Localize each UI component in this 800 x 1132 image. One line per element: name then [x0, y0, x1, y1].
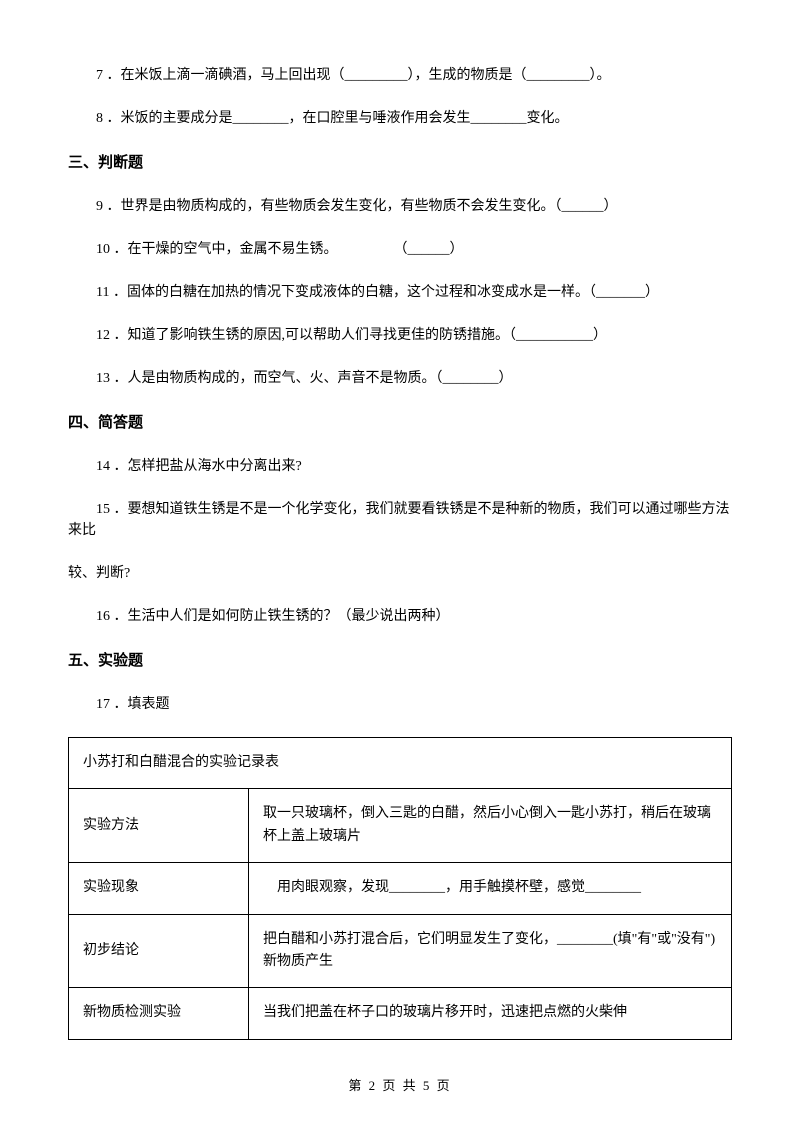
section-4-header: 四、简答题 [68, 411, 732, 432]
row-label-method: 实验方法 [69, 789, 249, 863]
table-row: 实验现象 用肉眼观察，发现________，用手触摸杯壁，感觉________ [69, 863, 732, 914]
question-7: 7 ．在米饭上滴一滴碘酒，马上回出现（_________），生成的物质是（___… [68, 65, 732, 86]
row-content-conclusion: 把白醋和小苏打混合后，它们明显发生了变化，________(填"有"或"没有")… [249, 914, 732, 988]
row-label-conclusion: 初步结论 [69, 914, 249, 988]
table-row: 新物质检测实验 当我们把盖在杯子口的玻璃片移开时，迅速把点燃的火柴伸 [69, 988, 732, 1039]
section-5-header: 五、实验题 [68, 649, 732, 670]
question-8: 8 ．米饭的主要成分是________，在口腔里与唾液作用会发生________… [68, 108, 732, 129]
question-9: 9 ．世界是由物质构成的，有些物质会发生变化，有些物质不会发生变化。（_____… [68, 196, 732, 217]
question-12: 12 ．知道了影响铁生锈的原因,可以帮助人们寻找更佳的防锈措施。（_______… [68, 325, 732, 346]
table-title: 小苏打和白醋混合的实验记录表 [69, 738, 732, 789]
page-footer: 第 2 页 共 5 页 [0, 1075, 800, 1094]
table-row: 初步结论 把白醋和小苏打混合后，它们明显发生了变化，________(填"有"或… [69, 914, 732, 988]
experiment-table: 小苏打和白醋混合的实验记录表 实验方法 取一只玻璃杯，倒入三匙的白醋，然后小心倒… [68, 737, 732, 1040]
section-3-header: 三、判断题 [68, 151, 732, 172]
question-15-line1: 15 ．要想知道铁生锈是不是一个化学变化，我们就要看铁锈是不是种新的物质，我们可… [68, 499, 732, 541]
question-11: 11 ．固体的白糖在加热的情况下变成液体的白糖，这个过程和冰变成水是一样。（__… [68, 282, 732, 303]
question-14: 14 ．怎样把盐从海水中分离出来? [68, 456, 732, 477]
row-content-phenomenon: 用肉眼观察，发现________，用手触摸杯壁，感觉________ [249, 863, 732, 914]
question-10: 10 ．在干燥的空气中，金属不易生锈。 （______） [68, 239, 732, 260]
question-15-line2: 较、判断? [68, 563, 732, 584]
question-17: 17 ．填表题 [68, 694, 732, 715]
row-content-method: 取一只玻璃杯，倒入三匙的白醋，然后小心倒入一匙小苏打，稍后在玻璃杯上盖上玻璃片 [249, 789, 732, 863]
table-title-row: 小苏打和白醋混合的实验记录表 [69, 738, 732, 789]
row-content-detection: 当我们把盖在杯子口的玻璃片移开时，迅速把点燃的火柴伸 [249, 988, 732, 1039]
row-label-phenomenon: 实验现象 [69, 863, 249, 914]
question-13: 13 ．人是由物质构成的，而空气、火、声音不是物质。（________） [68, 368, 732, 389]
table-row: 实验方法 取一只玻璃杯，倒入三匙的白醋，然后小心倒入一匙小苏打，稍后在玻璃杯上盖… [69, 789, 732, 863]
question-16: 16 ．生活中人们是如何防止铁生锈的？（最少说出两种） [68, 606, 732, 627]
row-label-detection: 新物质检测实验 [69, 988, 249, 1039]
